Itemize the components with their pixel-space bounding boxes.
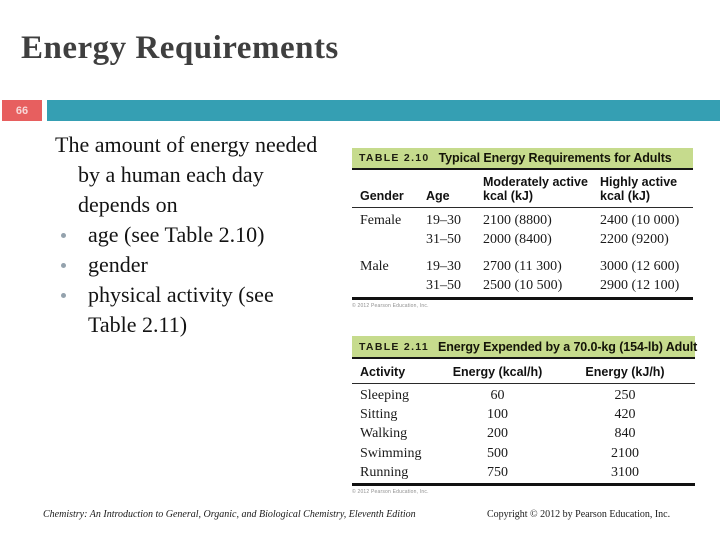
slide-title: Energy Requirements [21, 30, 339, 66]
table-2-10-header-band: TABLE 2.10 Typical Energy Requirements f… [352, 148, 693, 170]
bullet-item: gender [55, 250, 357, 280]
table-row: Male 19–30 2700 (11 300) 3000 (12 600) [360, 259, 680, 274]
column-header-moderately-active: Moderately active kcal (kJ) [483, 175, 588, 203]
bullet-label: gender [88, 252, 148, 277]
table-2-11-title: Energy Expended by a 70.0-kg (154-lb) Ad… [438, 339, 698, 354]
bullet-icon [61, 293, 66, 298]
column-header-age: Age [426, 189, 450, 203]
table-row: Swimming 500 2100 [360, 445, 639, 461]
table-2-11: TABLE 2.11 Energy Expended by a 70.0-kg … [352, 336, 698, 496]
footer-book-title: Chemistry: An Introduction to General, O… [43, 509, 416, 520]
footer-copyright: Copyright © 2012 by Pearson Education, I… [487, 509, 671, 520]
table-2-10-column-headers: Gender Age Moderately active kcal (kJ) H… [352, 175, 693, 208]
page-number-badge: 66 [2, 100, 42, 121]
table-credit: © 2012 Pearson Education, Inc. [352, 303, 429, 309]
intro-line: by a human each day [78, 162, 264, 187]
bullet-item: age (see Table 2.10) [55, 220, 357, 250]
table-2-10-title: Typical Energy Requirements for Adults [438, 151, 672, 165]
table-credit: © 2012 Pearson Education, Inc. [352, 489, 429, 496]
table-row: Running 750 3100 [360, 464, 639, 480]
table-2-10: TABLE 2.10 Typical Energy Requirements f… [352, 148, 693, 309]
table-2-11-tag: TABLE 2.11 [359, 340, 429, 353]
table-bottom-rule [352, 483, 695, 487]
table-row: 31–50 2500 (10 500) 2900 (12 100) [426, 278, 680, 293]
table-row: 31–50 2000 (8400) 2200 (9200) [426, 232, 669, 247]
intro-line: The amount of energy needed [55, 132, 318, 157]
page-number: 66 [15, 104, 29, 117]
table-row: Female 19–30 2100 (8800) 2400 (10 000) [360, 213, 680, 228]
table-row: Walking 200 840 [360, 426, 636, 442]
body-text-block: The amount of energy needed by a human e… [55, 130, 357, 340]
intro-line: depends on [78, 192, 178, 217]
column-header-highly-active: Highly active kcal (kJ) [600, 175, 678, 203]
bullet-icon [61, 263, 66, 268]
table-2-10-tag: TABLE 2.10 [359, 152, 430, 164]
column-header-energy-kcal: Energy (kcal/h) [452, 365, 543, 379]
column-header-gender: Gender [360, 189, 404, 203]
column-header-activity: Activity [360, 365, 406, 379]
table-bottom-rule [352, 297, 693, 300]
bullet-label: age (see Table 2.10) [88, 222, 265, 247]
bullet-item: physical activity (see Table 2.11) [55, 280, 357, 340]
table-2-10-body: Female 19–30 2100 (8800) 2400 (10 000) 3… [352, 211, 693, 297]
table-2-11-body: Sleeping 60 250 Sitting 100 420 Walking … [352, 386, 695, 483]
bullet-label: physical activity (see Table 2.11) [88, 282, 274, 337]
table-2-11-column-headers: Activity Energy (kcal/h) Energy (kJ/h) [352, 365, 695, 384]
table-2-11-header-band: TABLE 2.11 Energy Expended by a 70.0-kg … [352, 336, 698, 359]
bullet-icon [61, 233, 66, 238]
accent-bar [47, 100, 720, 121]
table-row: Sitting 100 420 [360, 407, 636, 423]
column-header-energy-kj: Energy (kJ/h) [585, 365, 665, 379]
table-row: Sleeping 60 250 [360, 388, 636, 403]
